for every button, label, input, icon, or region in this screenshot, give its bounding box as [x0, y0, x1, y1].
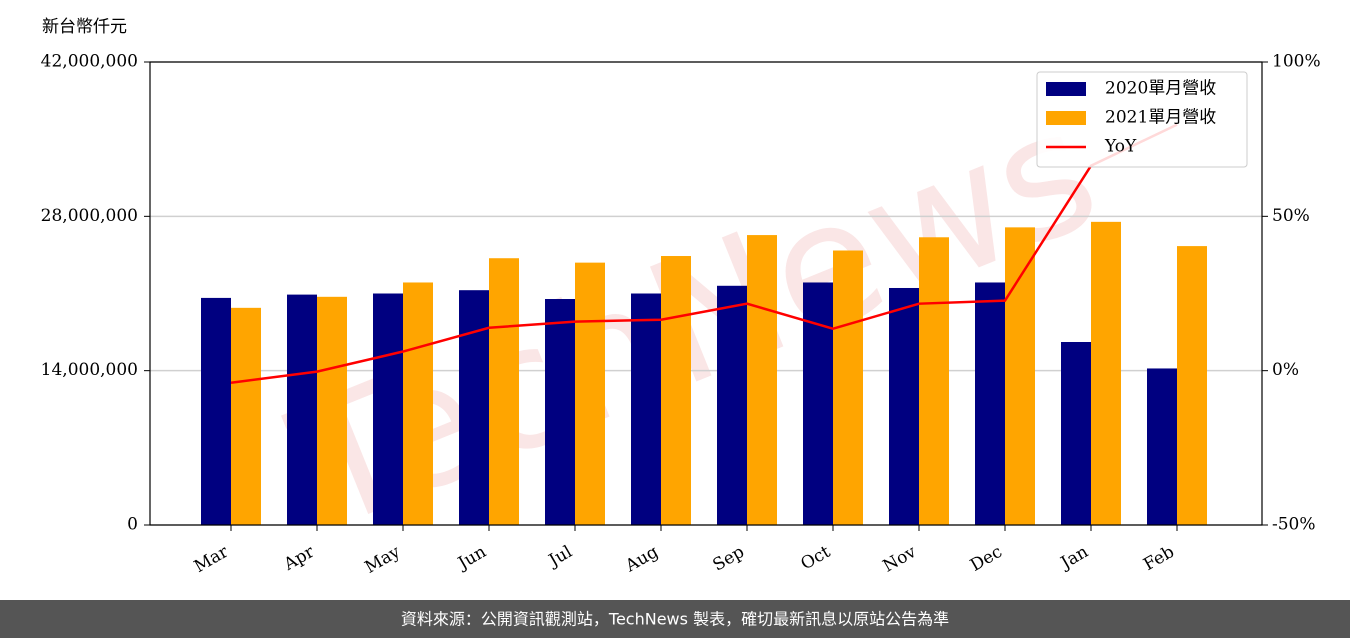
footer-bar: [0, 600, 1350, 638]
bar: [661, 256, 691, 525]
bar: [1147, 368, 1177, 525]
y-tick-label: 14,000,000: [41, 360, 138, 380]
y-tick-label: 0: [127, 515, 138, 535]
bar: [747, 235, 777, 526]
x-tick-label: Jul: [544, 542, 576, 572]
y2-tick-label: 0%: [1272, 360, 1299, 380]
x-tick-label: Apr: [280, 541, 319, 575]
x-tick-label: Sep: [710, 542, 748, 576]
bar: [833, 250, 863, 525]
bar: [631, 293, 661, 525]
legend: 2020單月營收 2021單月營收 YoY: [1036, 71, 1248, 168]
bar: [803, 282, 833, 525]
bar: [1061, 342, 1091, 525]
legend-swatch: [1046, 111, 1086, 125]
y-tick-label: 28,000,000: [41, 206, 138, 226]
legend-label: 2020單月營收: [1105, 79, 1216, 99]
bar: [975, 282, 1005, 525]
x-tick-label: Jan: [1056, 542, 1092, 574]
bar: [545, 299, 575, 525]
x-tick-label: Jun: [453, 542, 490, 575]
bar: [231, 307, 261, 525]
bar: [1177, 246, 1207, 525]
y-tick-label: 42,000,000: [41, 52, 138, 72]
bar: [717, 285, 747, 525]
x-tick-label: Dec: [967, 542, 1006, 576]
bar: [373, 293, 403, 525]
x-tick-label: Aug: [621, 542, 662, 577]
footer: 資料來源：公開資訊觀測站，TechNews 製表，確切最新訊息以原站公告為準: [401, 610, 949, 629]
legend-label: YoY: [1104, 137, 1137, 157]
legend-box: [1036, 71, 1248, 168]
plot-frame: [149, 61, 1263, 526]
y2-tick-label: 50%: [1272, 206, 1310, 226]
y2-tick-label: 100%: [1272, 52, 1321, 72]
legend-label: 2021單月營收: [1105, 108, 1216, 128]
bar: [287, 294, 317, 525]
bar: [575, 262, 605, 525]
bar: [403, 282, 433, 525]
line: [230, 123, 1178, 384]
bar: [889, 287, 919, 525]
y2-tick-label: -50%: [1272, 515, 1316, 535]
legend-swatch: [1046, 82, 1086, 96]
bar: [201, 297, 231, 525]
bar: [459, 290, 489, 525]
bar: [1091, 221, 1121, 525]
bar: [489, 258, 519, 525]
bar: [1005, 227, 1035, 525]
y-axis-label: 新台幣仟元: [42, 17, 127, 37]
bar: [919, 237, 949, 525]
bar: [317, 296, 347, 525]
x-tick-label: Mar: [191, 541, 233, 577]
x-tick-label: Feb: [1140, 542, 1178, 575]
x-tick-label: Nov: [880, 542, 920, 577]
x-tick-label: Oct: [798, 542, 834, 575]
